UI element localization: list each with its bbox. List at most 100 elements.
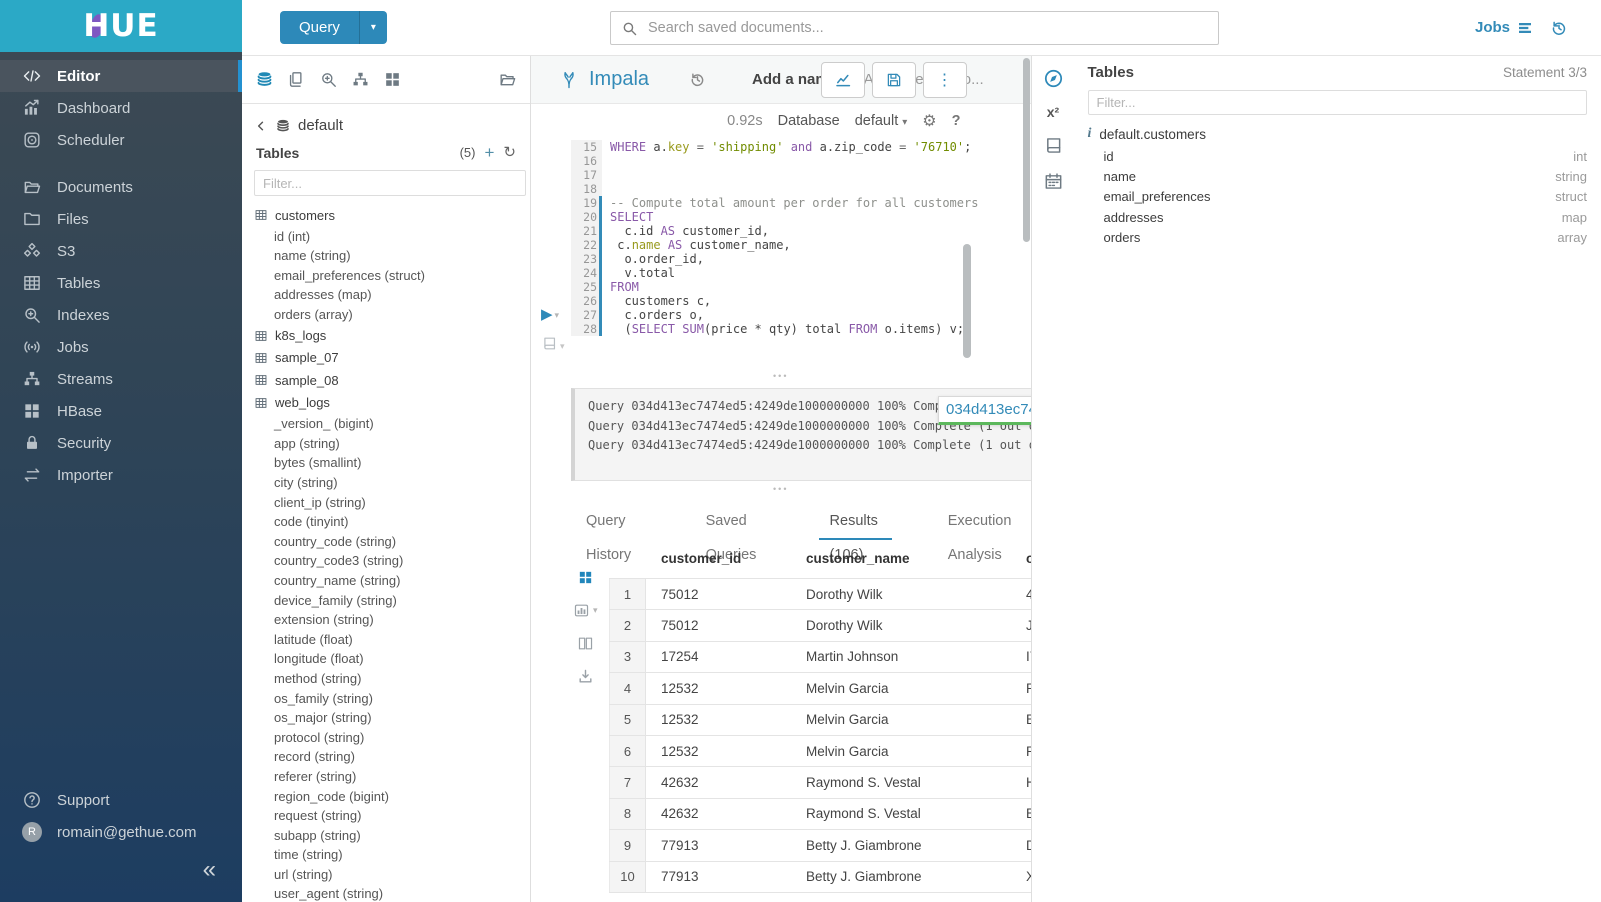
refresh-icon[interactable]: ↻ — [503, 145, 516, 160]
database-select[interactable]: default ▾ — [855, 113, 908, 129]
sidebar-collapse-button[interactable]: « — [0, 848, 242, 894]
table-item-web_logs[interactable]: web_logs — [242, 392, 530, 414]
tab-query-history[interactable]: Query History — [575, 504, 650, 538]
right-column-email_preferences[interactable]: email_preferencesstruct — [1088, 187, 1588, 207]
grid-view-icon[interactable] — [577, 569, 594, 586]
column-item[interactable]: orders (array) — [242, 305, 530, 325]
column-item[interactable]: device_family (string) — [242, 590, 530, 610]
query-history-icon[interactable] — [1550, 19, 1568, 37]
functions-icon[interactable]: x² — [1047, 104, 1059, 120]
tab-results-106-[interactable]: Results (106) — [819, 504, 892, 540]
right-column-orders[interactable]: ordersarray — [1088, 228, 1588, 248]
column-item[interactable]: email_preferences (struct) — [242, 266, 530, 286]
table-row[interactable]: 175012Dorothy Wilk4056711918 — [609, 579, 1031, 610]
sidebar-item-files[interactable]: Files — [0, 203, 242, 235]
editor-scrollbar[interactable] — [963, 244, 971, 358]
table-row[interactable]: 842632Raymond S. VestalBS59022798 — [609, 799, 1031, 830]
sidebar-item-s3[interactable]: S3 — [0, 235, 242, 267]
code-line[interactable]: 21 c.id AS customer_id, — [571, 224, 961, 238]
sidebar-item-editor[interactable]: Editor — [0, 60, 242, 92]
column-item[interactable]: app (string) — [242, 434, 530, 454]
column-item[interactable]: _version_ (bigint) — [242, 414, 530, 434]
assistant-compass-icon[interactable] — [1043, 68, 1064, 89]
engine-selector[interactable]: Impala — [559, 68, 649, 91]
snippet-history-icon[interactable] — [689, 71, 706, 88]
column-item[interactable]: os_family (string) — [242, 688, 530, 708]
table-item-sample_07[interactable]: sample_07 — [242, 347, 530, 369]
query-dropdown-caret[interactable]: ▾ — [360, 11, 387, 44]
folder-open-icon[interactable] — [498, 70, 517, 89]
table-row[interactable]: 742632Raymond S. VestalHS31241944 — [609, 767, 1031, 798]
code-line[interactable]: 26 customers c, — [571, 294, 961, 308]
code-line[interactable]: 22 c.name AS customer_name, — [571, 238, 961, 252]
sidebar-item-user[interactable]: R romain@gethue.com — [0, 816, 242, 848]
streams-tab-icon[interactable] — [351, 70, 370, 89]
column-item[interactable]: url (string) — [242, 865, 530, 885]
database-breadcrumb[interactable]: default — [242, 104, 530, 134]
column-item[interactable]: latitude (float) — [242, 629, 530, 649]
query-id-popover[interactable]: 034d413ec7474ed5:4249de1000000000 — [938, 396, 1031, 425]
code-line[interactable]: 18 — [571, 182, 961, 196]
chevron-left-icon[interactable] — [254, 119, 268, 133]
column-item[interactable]: referer (string) — [242, 767, 530, 787]
right-column-name[interactable]: namestring — [1088, 166, 1588, 186]
more-actions-button[interactable]: ⋮ — [923, 62, 967, 98]
column-item[interactable]: record (string) — [242, 747, 530, 767]
active-table-row[interactable]: i default.customers — [1088, 126, 1588, 142]
search-input[interactable] — [646, 19, 1218, 37]
sql-code-editor[interactable]: 15WHERE a.key = 'shipping' and a.zip_cod… — [571, 140, 961, 336]
table-row[interactable]: 412532Melvin GarciaPB626868 — [609, 673, 1031, 704]
execute-options-caret[interactable]: ▾ — [555, 310, 560, 323]
right-filter-input[interactable] — [1088, 90, 1588, 115]
column-item[interactable]: client_ip (string) — [242, 492, 530, 512]
column-item[interactable]: time (string) — [242, 845, 530, 865]
code-line[interactable]: 20SELECT — [571, 210, 961, 224]
table-row[interactable]: 1077913Betty J. GiambroneXR27714315 — [609, 862, 1031, 893]
column-item[interactable]: country_name (string) — [242, 571, 530, 591]
table-row[interactable]: 317254Martin JohnsonI72T3918 — [609, 642, 1031, 673]
table-item-customers[interactable]: customers — [242, 204, 530, 226]
table-row[interactable]: 275012Dorothy WilkJ882C296 — [609, 610, 1031, 641]
panel-scrollbar[interactable] — [1023, 58, 1030, 242]
sidebar-item-hbase[interactable]: HBase — [0, 395, 242, 427]
tab-execution-analysis[interactable]: Execution Analysis — [937, 504, 1031, 538]
code-line[interactable]: 27 c.orders o, — [571, 308, 961, 322]
language-reference-icon[interactable] — [1043, 135, 1064, 156]
column-item[interactable]: longitude (float) — [242, 649, 530, 669]
code-line[interactable]: 24 v.total — [571, 266, 961, 280]
sidebar-item-security[interactable]: Security — [0, 427, 242, 459]
columns-view-icon[interactable] — [577, 635, 594, 652]
column-item[interactable]: bytes (smallint) — [242, 453, 530, 473]
column-item[interactable]: addresses (map) — [242, 285, 530, 305]
column-item[interactable]: method (string) — [242, 669, 530, 689]
table-item-sample_08[interactable]: sample_08 — [242, 369, 530, 391]
schedule-icon[interactable] — [1043, 171, 1064, 192]
table-row[interactable]: 977913Betty J. GiambroneDN88151320 — [609, 830, 1031, 861]
code-line[interactable]: 23 o.order_id, — [571, 252, 961, 266]
code-line[interactable]: 17 — [571, 168, 961, 182]
code-line[interactable]: 28 (SELECT SUM(price * qty) total FROM o… — [571, 322, 961, 336]
column-item[interactable]: user_agent (string) — [242, 884, 530, 902]
sidebar-item-support[interactable]: Support — [0, 784, 242, 816]
save-button[interactable] — [872, 62, 916, 98]
column-header-customer_name[interactable]: customer_name — [791, 551, 1011, 566]
code-line[interactable]: 15WHERE a.key = 'shipping' and a.zip_cod… — [571, 140, 961, 154]
column-item[interactable]: subapp (string) — [242, 825, 530, 845]
sidebar-item-tables[interactable]: Tables — [0, 267, 242, 299]
column-item[interactable]: id (int) — [242, 226, 530, 246]
sidebar-item-importer[interactable]: Importer — [0, 459, 242, 491]
gear-icon[interactable]: ⚙ — [922, 111, 936, 131]
add-table-icon[interactable]: + — [484, 144, 494, 161]
column-header-order_id[interactable]: order_id — [1011, 551, 1031, 566]
download-icon[interactable] — [577, 668, 594, 685]
resize-handle[interactable]: ••• — [773, 371, 788, 381]
table-row[interactable]: 612532Melvin GarciaR9S8381278 — [609, 736, 1031, 767]
sidebar-item-jobs[interactable]: Jobs — [0, 331, 242, 363]
code-outline-button[interactable]: ▾ — [541, 335, 565, 352]
table-row[interactable]: 512532Melvin GarciaB8623C2507 — [609, 705, 1031, 736]
column-item[interactable]: protocol (string) — [242, 727, 530, 747]
table-item-k8s_logs[interactable]: k8s_logs — [242, 324, 530, 346]
column-item[interactable]: request (string) — [242, 806, 530, 826]
execute-button[interactable]: ▶▾ — [541, 305, 559, 323]
info-icon[interactable]: i — [1088, 126, 1092, 142]
